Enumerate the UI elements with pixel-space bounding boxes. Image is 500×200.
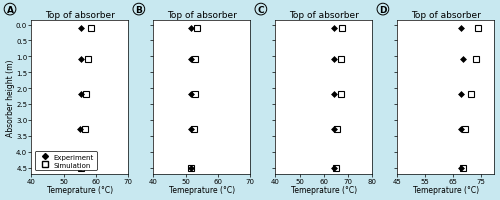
X-axis label: Temeprature (°C): Temeprature (°C)	[47, 186, 113, 194]
Title: Top of absorber: Top of absorber	[45, 11, 115, 20]
Y-axis label: Absorber height (m): Absorber height (m)	[6, 59, 15, 136]
X-axis label: Temeprature (°C): Temeprature (°C)	[291, 186, 357, 194]
Text: D: D	[379, 6, 386, 15]
Title: Top of absorber: Top of absorber	[411, 11, 481, 20]
Text: C: C	[258, 6, 264, 15]
X-axis label: Temeprature (°C): Temeprature (°C)	[169, 186, 235, 194]
Title: Top of absorber: Top of absorber	[167, 11, 237, 20]
X-axis label: Temeprature (°C): Temeprature (°C)	[413, 186, 479, 194]
Text: A: A	[6, 6, 14, 15]
Legend: Experiment, Simulation: Experiment, Simulation	[35, 151, 96, 171]
Text: B: B	[136, 6, 142, 15]
Title: Top of absorber: Top of absorber	[289, 11, 359, 20]
